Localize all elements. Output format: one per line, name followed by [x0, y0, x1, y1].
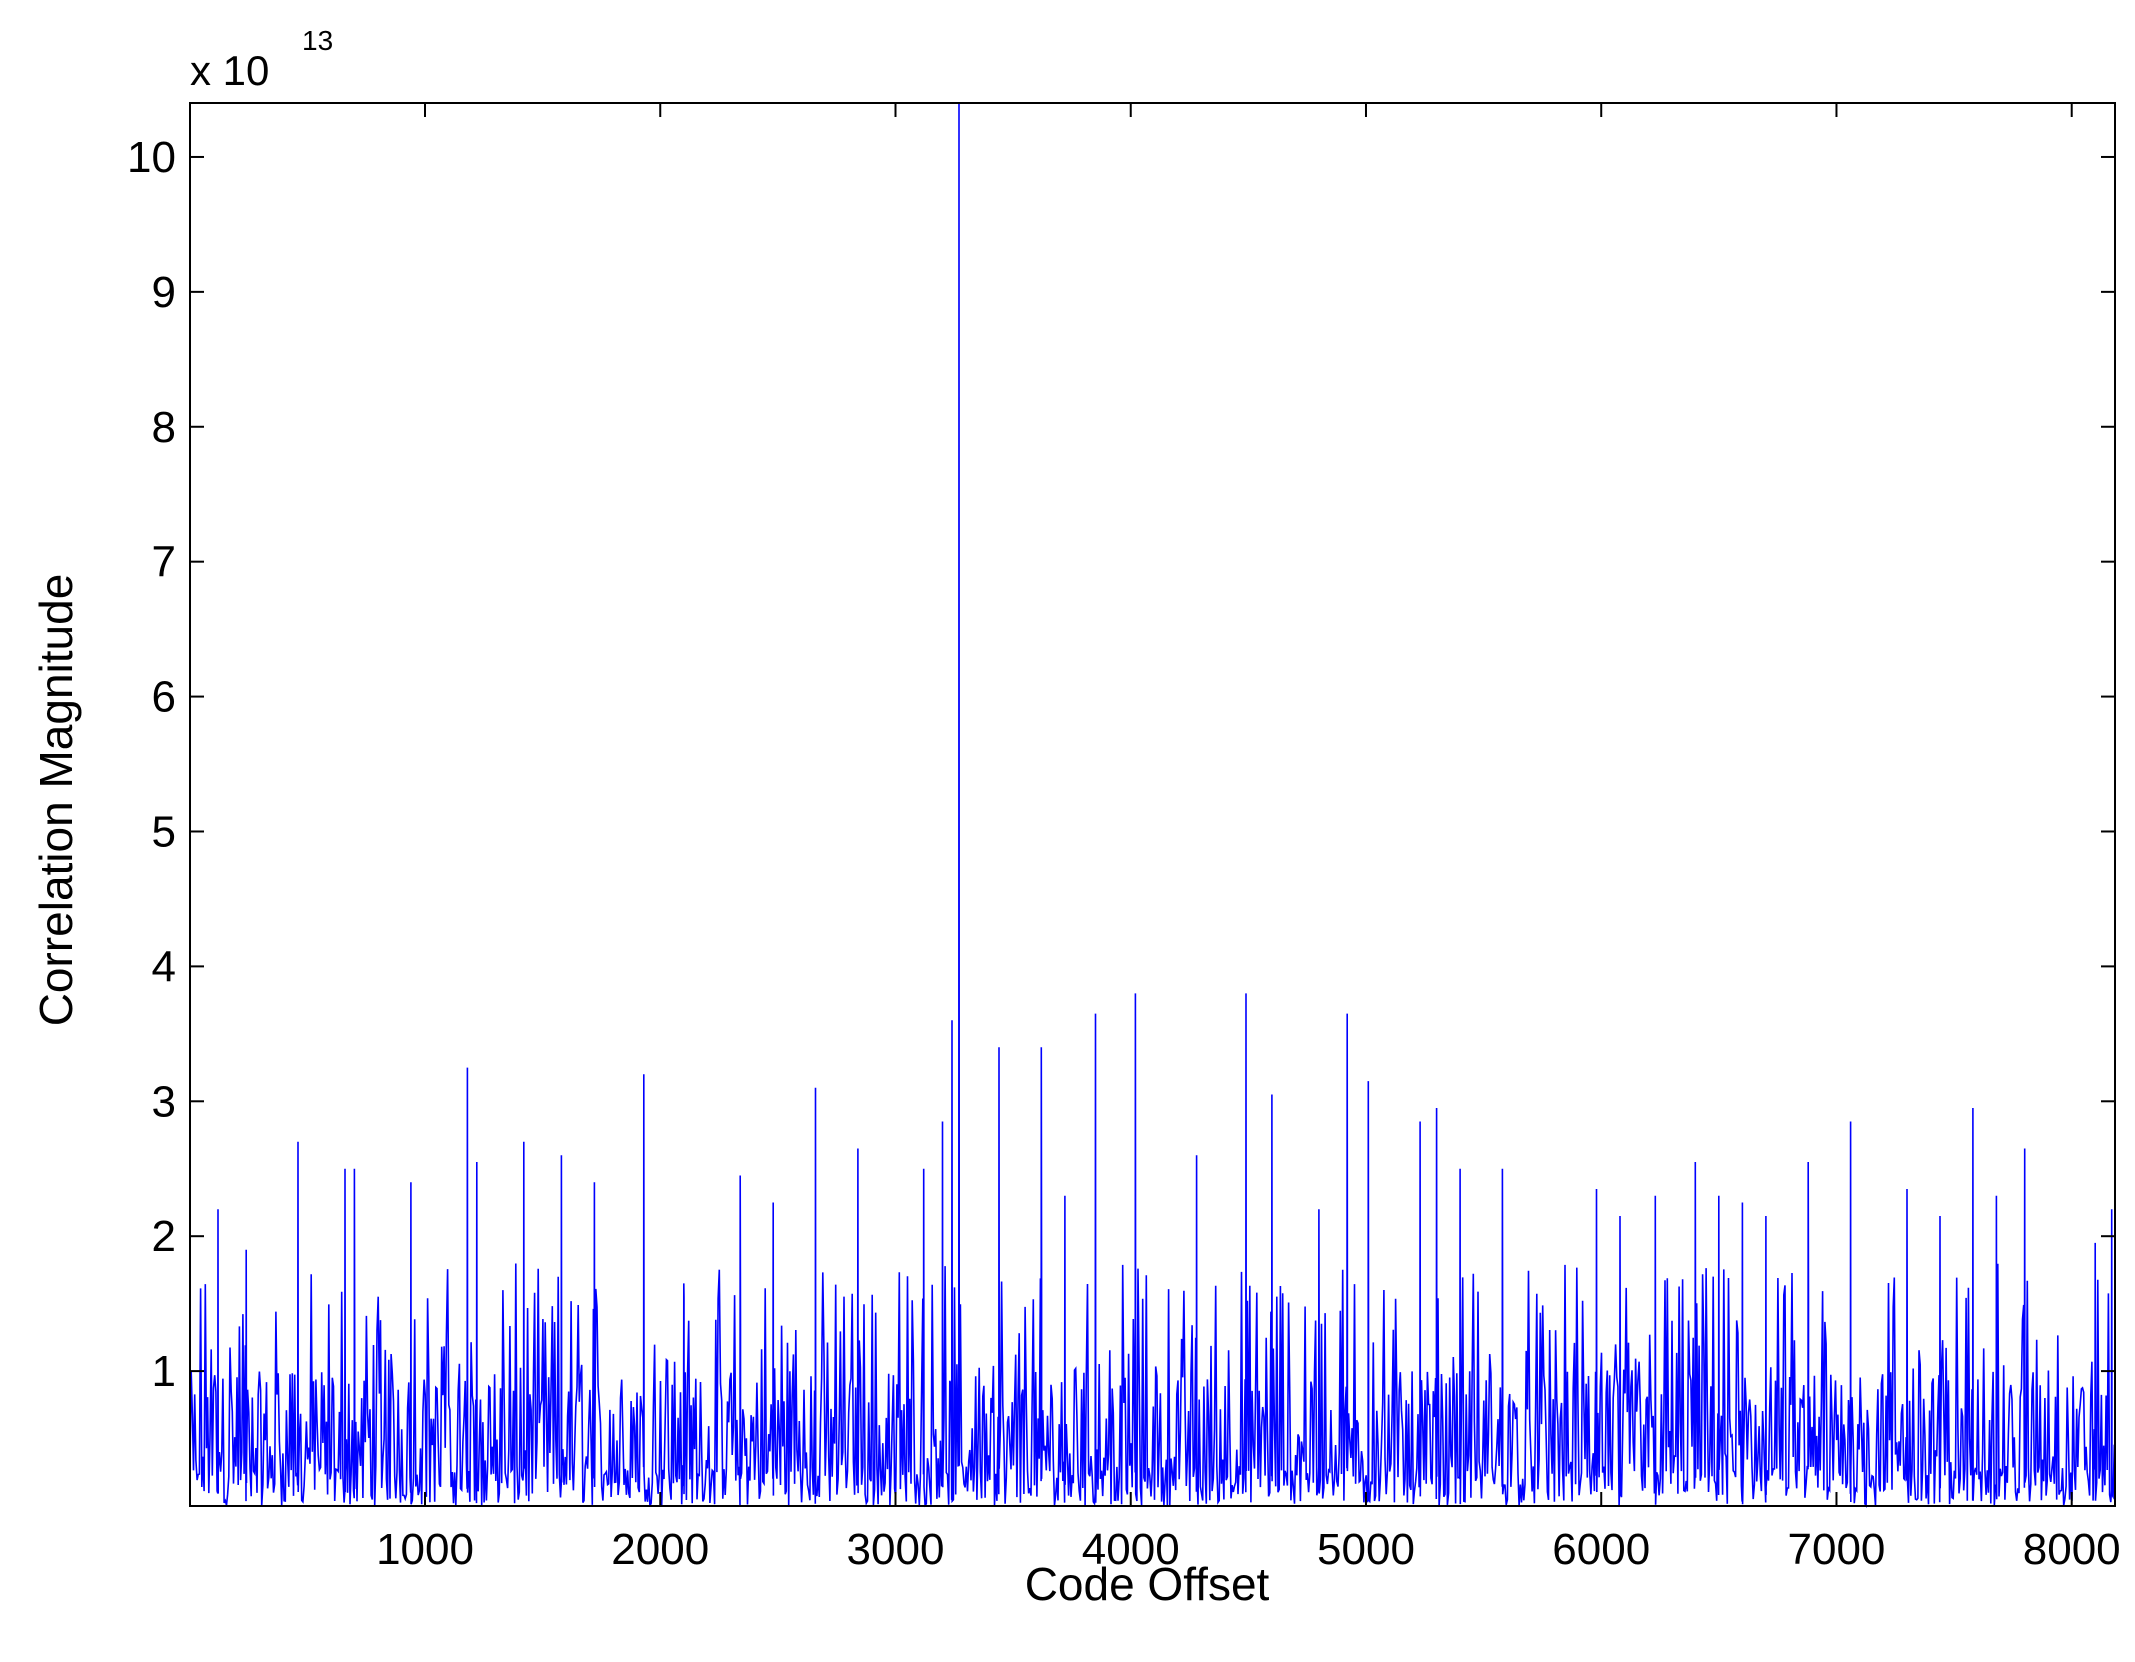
- axes-box: [189, 102, 2116, 1507]
- x-tick-label-1000: 1000: [376, 1525, 474, 1574]
- x-tick-label-5000: 5000: [1317, 1525, 1415, 1574]
- y-tick-label-7: 7: [152, 538, 176, 587]
- y-axis-label: Correlation Magnitude: [30, 574, 82, 1027]
- plot-area: [190, 103, 2115, 1506]
- y-exponent-power: 13: [302, 25, 333, 56]
- y-tick-label-10: 10: [127, 133, 176, 182]
- x-tick-label-8000: 8000: [2023, 1525, 2121, 1574]
- ticks-layer: [190, 103, 2115, 1506]
- x-tick-label-7000: 7000: [1788, 1525, 1886, 1574]
- y-tick-label-9: 9: [152, 268, 176, 317]
- y-tick-label-3: 3: [152, 1077, 176, 1126]
- x-tick-label-4000: 4000: [1082, 1525, 1180, 1574]
- y-tick-label-4: 4: [152, 942, 176, 991]
- y-exponent-base: x 10: [190, 47, 269, 94]
- y-tick-label-6: 6: [152, 673, 176, 722]
- y-tick-label-5: 5: [152, 807, 176, 856]
- x-tick-label-6000: 6000: [1552, 1525, 1650, 1574]
- y-tick-label-2: 2: [152, 1212, 176, 1261]
- series-layer: [189, 102, 2116, 1509]
- x-axis-label: Code Offset: [1025, 1558, 1270, 1610]
- labels-layer: 1000 2000 3000 4000 5000 6000 7000 8000 1 2 3 4 5 6 7 8…: [127, 133, 2121, 1574]
- series-line: [189, 102, 2116, 1509]
- x-tick-label-2000: 2000: [611, 1525, 709, 1574]
- y-tick-label-8: 8: [152, 403, 176, 452]
- x-tick-label-3000: 3000: [847, 1525, 945, 1574]
- y-tick-label-1: 1: [152, 1347, 176, 1396]
